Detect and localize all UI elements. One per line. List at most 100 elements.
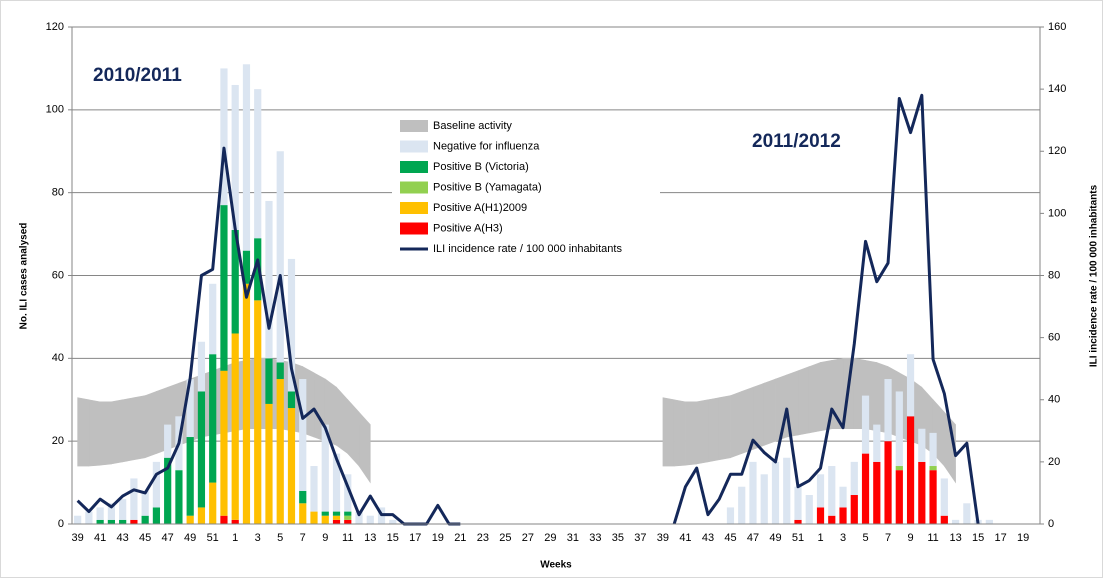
baseline-band — [763, 378, 776, 446]
bar — [164, 457, 172, 524]
bar — [299, 490, 307, 504]
bar — [265, 358, 273, 404]
bar — [985, 519, 993, 524]
bar — [884, 379, 892, 442]
bar — [287, 408, 296, 524]
bar — [107, 503, 115, 520]
baseline-band — [752, 382, 765, 450]
y2-tick-label: 120 — [1048, 145, 1066, 157]
bar — [828, 466, 836, 516]
x-tick-label: 39 — [72, 532, 84, 544]
bar — [197, 391, 206, 508]
bar — [918, 428, 926, 462]
x-tick-label: 47 — [162, 532, 174, 544]
bar — [389, 519, 397, 524]
x-tick-label: 25 — [499, 532, 511, 544]
bar — [152, 507, 161, 524]
bar — [839, 507, 847, 524]
x-tick-label: 19 — [1017, 532, 1029, 544]
bar — [186, 437, 194, 516]
bar — [197, 341, 206, 392]
bar — [940, 515, 948, 524]
legend-box — [392, 112, 660, 272]
bar — [276, 379, 284, 524]
x-tick-label: 13 — [364, 532, 376, 544]
bar — [276, 151, 284, 363]
x-tick-label: 49 — [184, 532, 196, 544]
bar — [344, 519, 352, 524]
y2-axis-title: ILI incidence rate / 100 000 inhabitants — [1089, 184, 1100, 367]
bar — [726, 507, 735, 524]
plot — [72, 26, 1040, 526]
x-tick-label: 41 — [94, 532, 106, 544]
bar — [850, 461, 858, 496]
x-tick-label: 35 — [612, 532, 624, 544]
x-tick-label: 23 — [477, 532, 489, 544]
bar — [310, 466, 318, 512]
bar — [332, 453, 341, 512]
legend-label: Positive B (Yamagata) — [433, 181, 542, 193]
legend-label: Positive B (Victoria) — [433, 161, 529, 173]
x-tick-label: 21 — [454, 532, 466, 544]
x-tick-label: 43 — [117, 532, 129, 544]
legend-label: Baseline activity — [433, 120, 512, 132]
bar — [929, 432, 937, 467]
bar — [254, 300, 262, 524]
y2-tick-label: 80 — [1048, 269, 1060, 281]
x-tick-label: 49 — [769, 532, 781, 544]
bar — [816, 474, 825, 508]
bar — [242, 283, 251, 524]
bar — [231, 84, 239, 230]
bar — [254, 89, 262, 239]
x-tick-label: 11 — [927, 532, 938, 544]
baseline-band — [133, 395, 146, 461]
x-tick-label: 51 — [207, 532, 219, 544]
bar — [805, 495, 813, 524]
bar — [242, 250, 251, 284]
bar — [929, 466, 937, 471]
bar — [141, 515, 149, 524]
y-tick-label: 120 — [46, 21, 64, 33]
bar — [254, 238, 262, 301]
ili-line — [672, 93, 980, 525]
bar — [828, 515, 836, 524]
x-axis-title: Weeks — [540, 560, 572, 571]
x-tick-label: 1 — [232, 532, 238, 544]
bar — [231, 519, 239, 524]
bar — [332, 515, 341, 520]
bar — [738, 486, 746, 524]
legend-swatch — [400, 222, 428, 235]
bar — [906, 354, 915, 417]
bar — [940, 478, 948, 516]
bar — [220, 370, 228, 516]
bar — [873, 424, 881, 462]
x-tick-label: 5 — [862, 532, 868, 544]
bar — [760, 474, 768, 524]
x-tick-label: 47 — [747, 532, 759, 544]
x-tick-label: 39 — [657, 532, 669, 544]
bar — [895, 470, 903, 524]
baseline-band — [144, 391, 157, 459]
legend-swatch — [400, 120, 428, 132]
bar — [895, 466, 903, 471]
bar — [850, 495, 858, 524]
x-tick-label: 3 — [255, 532, 261, 544]
baseline-band — [730, 391, 743, 459]
bar — [299, 503, 307, 524]
legend-label: Negative for influenza — [433, 140, 540, 152]
x-tick-label: 9 — [322, 532, 328, 544]
y2-tick-label: 0 — [1048, 518, 1054, 530]
x-tick-label: 37 — [634, 532, 646, 544]
bar — [929, 470, 937, 524]
x-tick-label: 51 — [792, 532, 804, 544]
x-tick-label: 7 — [885, 532, 891, 544]
x-tick-label: 17 — [994, 532, 1006, 544]
baseline-band — [122, 397, 135, 463]
baseline-band — [696, 399, 709, 465]
bar — [231, 333, 239, 520]
bar — [265, 403, 273, 524]
bar — [276, 362, 284, 380]
bar — [220, 68, 228, 206]
bar — [783, 457, 791, 524]
x-tick-label: 27 — [522, 532, 534, 544]
